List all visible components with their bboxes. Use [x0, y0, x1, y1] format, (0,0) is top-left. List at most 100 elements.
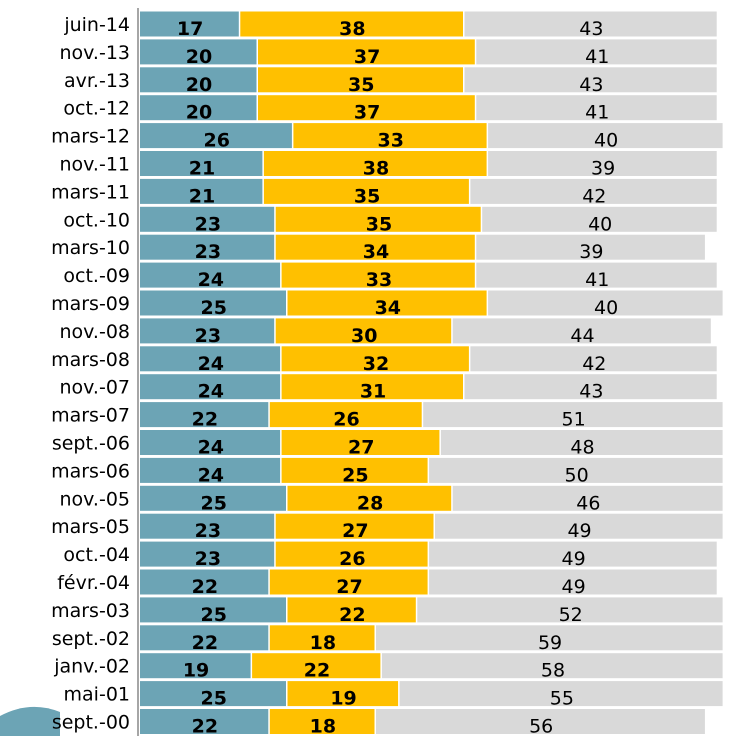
bar-segment [476, 39, 717, 65]
data-label: 25 [201, 492, 227, 514]
data-label: 33 [366, 269, 392, 291]
data-label: 40 [588, 213, 612, 235]
data-label: 24 [198, 381, 224, 403]
bar-segment [281, 430, 440, 455]
data-label: 23 [195, 325, 221, 347]
bar-segment [464, 67, 717, 93]
data-label: 43 [579, 74, 603, 96]
bar-segment [269, 569, 428, 595]
data-label: 23 [195, 520, 221, 542]
data-label: 55 [550, 688, 574, 710]
bar-segment [140, 374, 281, 400]
bar-segment [140, 569, 269, 595]
y-tick-label: mars-07 [51, 405, 130, 427]
bar-segment [470, 178, 717, 204]
y-tick-label: mars-11 [51, 181, 130, 203]
bar-segment [399, 681, 723, 707]
y-tick-label: mars-08 [51, 349, 130, 371]
data-label: 39 [579, 241, 603, 263]
bar-segment [476, 262, 717, 288]
y-tick-label: oct.-10 [63, 209, 130, 231]
bar-segment [140, 151, 263, 176]
data-label: 38 [339, 18, 365, 40]
data-label: 44 [570, 325, 594, 347]
data-label: 19 [183, 660, 209, 682]
y-tick-label: sept.-06 [52, 433, 130, 455]
bar-segment [376, 625, 723, 651]
y-tick-label: oct.-12 [63, 98, 130, 120]
bar-segment [470, 346, 717, 372]
bar-segment [275, 234, 475, 260]
bar-segment [281, 346, 469, 372]
data-label: 22 [192, 716, 218, 736]
bar-segment [281, 262, 475, 288]
data-label: 25 [342, 464, 368, 486]
bar-segment [140, 123, 292, 149]
bar-segment [287, 597, 416, 623]
data-label: 32 [363, 353, 389, 375]
bar-segment [140, 625, 269, 651]
data-label: 17 [177, 18, 203, 40]
bar-segment [258, 39, 475, 65]
data-label: 18 [310, 716, 336, 736]
data-label: 49 [562, 548, 586, 570]
bar-segment [381, 653, 723, 679]
data-label: 41 [585, 269, 609, 291]
bar-segment [269, 709, 375, 734]
bar-segment [269, 625, 375, 651]
bar-segment [440, 430, 723, 455]
data-label: 26 [339, 548, 365, 570]
bar-segment [140, 318, 275, 344]
data-label: 42 [582, 185, 606, 207]
bar-segment [429, 541, 717, 567]
y-tick-label: sept.-02 [52, 628, 130, 650]
bar-segment [140, 709, 269, 734]
bar-segment [417, 597, 723, 623]
data-label: 41 [585, 102, 609, 124]
bar-segment [476, 95, 717, 121]
data-label: 20 [186, 102, 212, 124]
data-label: 43 [579, 381, 603, 403]
y-tick-label: nov.-11 [59, 154, 130, 176]
bar-segment [140, 11, 239, 37]
y-tick-label: oct.-04 [63, 544, 130, 566]
bar-segment [429, 457, 723, 483]
data-label: 51 [562, 409, 586, 431]
bar-segment [140, 457, 281, 483]
bar-segment [258, 95, 475, 121]
bar-segment [140, 67, 257, 93]
data-label: 31 [360, 381, 386, 403]
data-label: 40 [594, 297, 618, 319]
data-label: 27 [336, 576, 362, 598]
data-label: 34 [363, 241, 389, 263]
y-tick-label: avr.-13 [64, 70, 130, 92]
bar-segment [429, 569, 717, 595]
bar-segment [488, 290, 723, 316]
data-label: 21 [189, 158, 215, 180]
bar-segment [275, 318, 452, 344]
bar-segment [140, 346, 281, 372]
data-label: 21 [189, 185, 215, 207]
data-label: 22 [304, 660, 330, 682]
bar-segment [140, 485, 286, 511]
data-label: 23 [195, 548, 221, 570]
y-tick-label: mars-10 [51, 237, 130, 259]
bar-segment [287, 485, 452, 511]
data-label: 25 [201, 297, 227, 319]
y-tick-label: sept.-00 [52, 712, 130, 734]
data-label: 52 [559, 604, 583, 626]
data-label: 50 [565, 464, 589, 486]
bar-segment [287, 290, 487, 316]
data-label: 24 [198, 353, 224, 375]
y-tick-label: mars-06 [51, 460, 130, 482]
decoration [0, 706, 60, 736]
y-tick-label: nov.-08 [59, 321, 130, 343]
y-tick-label: oct.-09 [63, 265, 130, 287]
y-tick-label: févr.-04 [57, 572, 130, 594]
bar-segment [140, 234, 275, 260]
bar-segment [423, 402, 723, 428]
y-tick-label: janv.-02 [53, 656, 130, 678]
bar-segment [275, 206, 481, 232]
data-label: 22 [192, 409, 218, 431]
data-label: 49 [562, 576, 586, 598]
